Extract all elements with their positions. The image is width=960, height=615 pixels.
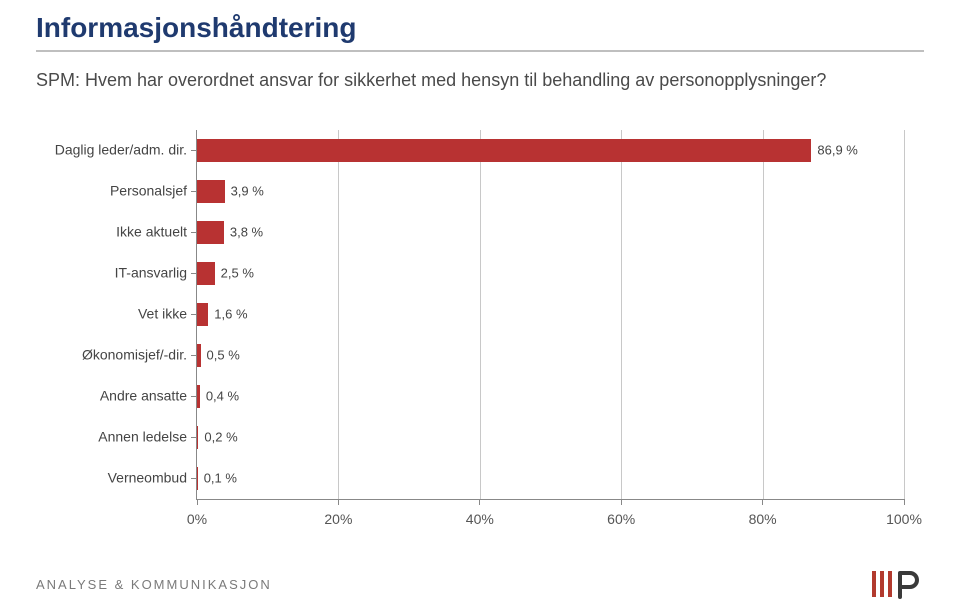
value-label: 0,1 % (198, 471, 237, 486)
category-label: IT-ansvarlig (37, 266, 197, 281)
value-label: 2,5 % (215, 266, 254, 281)
value-label: 0,5 % (201, 348, 240, 363)
bar-row: Daglig leder/adm. dir.86,9 % (197, 139, 904, 162)
bar-row: Vet ikke1,6 % (197, 303, 904, 326)
bar-row: Økonomisjef/-dir.0,5 % (197, 344, 904, 367)
category-label: Ikke aktuelt (37, 225, 197, 240)
footer-text: ANALYSE & KOMMUNIKASJON (36, 577, 272, 592)
category-label: Annen ledelse (37, 430, 197, 445)
bar (197, 221, 224, 244)
category-label: Vet ikke (37, 307, 197, 322)
bar (197, 262, 215, 285)
x-tick-label: 40% (460, 511, 500, 527)
value-label: 3,9 % (225, 184, 264, 199)
x-tick-label: 100% (884, 511, 924, 527)
value-label: 0,2 % (198, 430, 237, 445)
bar-row: Andre ansatte0,4 % (197, 385, 904, 408)
category-label: Verneombud (37, 471, 197, 486)
x-tick-label: 60% (601, 511, 641, 527)
bar-row: Annen ledelse0,2 % (197, 426, 904, 449)
bar-row: IT-ansvarlig2,5 % (197, 262, 904, 285)
value-label: 0,4 % (200, 389, 239, 404)
category-label: Personalsjef (37, 184, 197, 199)
value-label: 1,6 % (208, 307, 247, 322)
bar (197, 139, 811, 162)
plot-area: 0%20%40%60%80%100%Daglig leder/adm. dir.… (196, 130, 904, 500)
bar-row: Personalsjef3,9 % (197, 180, 904, 203)
bar-row: Ikke aktuelt3,8 % (197, 221, 904, 244)
x-tick-label: 20% (318, 511, 358, 527)
grid-line (904, 130, 905, 499)
value-label: 3,8 % (224, 225, 263, 240)
bar (197, 303, 208, 326)
category-label: Daglig leder/adm. dir. (37, 143, 197, 158)
x-tick-label: 80% (743, 511, 783, 527)
value-label: 86,9 % (811, 143, 857, 158)
category-label: Andre ansatte (37, 389, 197, 404)
footer: ANALYSE & KOMMUNIKASJON (36, 567, 924, 601)
bar-chart: 0% 20% 40% 60% 80% 100% Daglig leder/adm. dir.… (36, 130, 924, 530)
footer-logo (870, 567, 924, 601)
bar-row: Verneombud0,1 % (197, 467, 904, 490)
x-tick-label: 0% (177, 511, 217, 527)
survey-question: SPM: Hvem har overordnet ansvar for sikk… (0, 52, 960, 92)
bar (197, 180, 225, 203)
page-title: Informasjonshåndtering (36, 0, 924, 52)
category-label: Økonomisjef/-dir. (37, 348, 197, 363)
